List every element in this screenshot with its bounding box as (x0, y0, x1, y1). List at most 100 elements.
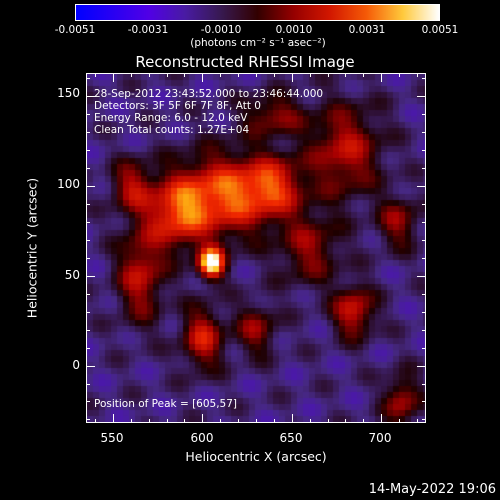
tick-mark (220, 419, 222, 423)
tick-mark (220, 73, 222, 77)
tick-mark (86, 132, 90, 134)
tick-mark (86, 186, 95, 188)
tick-mark (381, 73, 383, 82)
info-detectors: Detectors: 3F 5F 6F 7F 8F, Att 0 (94, 100, 261, 112)
info-time-range: 28-Sep-2012 23:43:52.000 to 23:46:44.000 (94, 88, 324, 100)
tick-mark (327, 419, 329, 423)
tick-mark (86, 78, 90, 80)
tick-mark (422, 221, 426, 223)
tick-mark (422, 311, 426, 313)
peak-position-label: Position of Peak = [605,57] (94, 398, 238, 410)
colorbar-tick-label: 0.0051 (421, 24, 459, 36)
colorbar-tick-label: 0.0010 (275, 24, 313, 36)
tick-mark (86, 383, 90, 385)
tick-mark (417, 275, 426, 277)
tick-mark (86, 311, 90, 313)
footer-timestamp: 14-May-2022 19:06 (368, 482, 496, 497)
tick-mark (399, 73, 401, 77)
tick-mark (422, 78, 426, 80)
info-clean-counts: Clean Total counts: 1.27E+04 (94, 124, 250, 136)
colorbar-units: (photons cm⁻² s⁻¹ asec⁻²) (190, 37, 326, 49)
tick-mark (417, 365, 426, 367)
y-tick-label: 0 (72, 358, 80, 372)
tick-mark (86, 347, 90, 349)
tick-mark (112, 414, 114, 423)
tick-mark (422, 239, 426, 241)
info-energy-range: Energy Range: 6.0 - 12.0 keV (94, 112, 248, 124)
tick-mark (130, 73, 132, 77)
tick-mark (422, 132, 426, 134)
tick-mark (184, 419, 186, 423)
plot-area (86, 73, 426, 423)
tick-mark (309, 419, 311, 423)
tick-mark (256, 73, 257, 77)
y-axis-label: Heliocentric Y (arcsec) (24, 177, 40, 319)
tick-mark (86, 293, 90, 295)
tick-mark (238, 73, 240, 77)
tick-mark (363, 419, 365, 423)
tick-mark (273, 419, 275, 423)
tick-mark (166, 419, 168, 423)
tick-mark (291, 414, 293, 423)
tick-mark (399, 419, 401, 423)
tick-mark (86, 275, 95, 277)
tick-mark (417, 73, 419, 77)
tick-mark (417, 186, 426, 188)
tick-mark (422, 150, 426, 152)
tick-mark (148, 419, 150, 423)
x-axis-label: Heliocentric X (arcsec) (185, 449, 327, 464)
tick-mark (86, 257, 90, 259)
tick-mark (86, 204, 90, 206)
tick-mark (422, 114, 426, 116)
tick-mark (422, 347, 426, 349)
chart-title: Reconstructed RHESSI Image (135, 53, 355, 71)
tick-mark (86, 221, 90, 223)
tick-mark (422, 419, 426, 421)
tick-mark (94, 419, 96, 423)
tick-mark (86, 401, 90, 403)
x-tick-label: 700 (368, 431, 392, 445)
tick-mark (256, 419, 257, 423)
y-tick-label: 100 (57, 177, 80, 191)
colorbar-tick-label: 0.0031 (348, 24, 386, 36)
y-tick-label: 50 (64, 268, 80, 282)
tick-mark (422, 401, 426, 403)
tick-mark (184, 73, 186, 77)
tick-mark (86, 150, 90, 152)
tick-mark (422, 383, 426, 385)
tick-mark (86, 419, 90, 421)
tick-mark (166, 73, 168, 77)
x-tick-label: 650 (279, 431, 303, 445)
colorbar-tick-label: -0.0051 (54, 24, 96, 36)
tick-mark (130, 419, 132, 423)
tick-mark (86, 239, 90, 241)
colorbar-tick-label: -0.0031 (127, 24, 169, 36)
tick-mark (422, 293, 426, 295)
y-tick-label: 150 (57, 86, 80, 100)
colorbar (75, 4, 440, 21)
tick-mark (273, 73, 275, 77)
x-tick-label: 550 (100, 431, 124, 445)
tick-mark (422, 168, 426, 170)
tick-mark (417, 96, 426, 98)
tick-mark (381, 414, 383, 423)
tick-mark (86, 168, 90, 170)
tick-mark (148, 73, 150, 77)
tick-mark (422, 204, 426, 206)
x-tick-label: 600 (190, 431, 214, 445)
tick-mark (86, 329, 90, 331)
heatmap-image (87, 74, 425, 422)
tick-mark (86, 114, 90, 116)
tick-mark (417, 419, 419, 423)
tick-mark (422, 257, 426, 259)
colorbar-tick-label: -0.0010 (200, 24, 242, 36)
tick-mark (309, 73, 311, 77)
tick-mark (238, 419, 240, 423)
tick-mark (86, 365, 95, 367)
tick-mark (112, 73, 114, 82)
tick-mark (94, 73, 96, 77)
tick-mark (291, 73, 293, 82)
tick-mark (327, 73, 329, 77)
tick-mark (345, 419, 347, 423)
tick-mark (345, 73, 347, 77)
